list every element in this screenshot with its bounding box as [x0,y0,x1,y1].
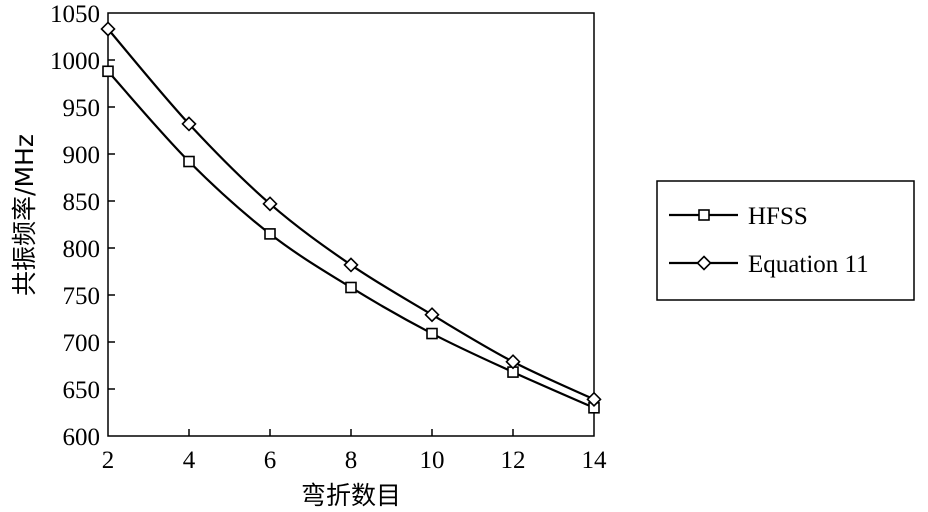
series-line [107,28,595,401]
legend: HFSS Equation 11 [656,180,915,301]
diamond-marker [181,116,197,132]
legend-item: Equation 11 [669,251,869,278]
square-marker [345,281,357,294]
x-tick-label: 12 [501,447,526,474]
y-tick-label: 900 [63,142,101,169]
legend-label: Equation 11 [748,251,869,278]
legend-box [656,180,915,301]
y-tick-label: 1000 [50,48,100,75]
plot-frame [107,12,595,437]
diamond-marker [100,21,116,37]
x-tick-label: 10 [420,447,445,474]
legend-items: HFSS Equation 11 [669,203,869,278]
square-marker [102,65,114,78]
y-tick-label: 750 [63,283,101,310]
legend-label: HFSS [748,203,808,230]
x-tick-label: 4 [183,447,196,474]
x-tick-label: 14 [582,447,608,474]
series-line [107,70,595,409]
y-axis-label: 共振频率/MHz [10,134,39,296]
y-tick-label: 950 [63,95,101,122]
y-tick-label: 800 [63,236,101,263]
square-legend-marker [698,209,710,221]
x-tick-label: 8 [345,447,358,474]
y-axis-ticks: 600 650 700 750 800 850 900 950 1000 1050 [50,1,115,451]
series-layer [100,21,602,414]
x-tick-label: 6 [264,447,277,474]
diamond-legend-marker [696,255,712,271]
diamond-marker [262,196,278,212]
y-tick-label: 850 [63,189,101,216]
diamond-marker [424,307,440,323]
series-equation-11 [100,21,602,407]
x-axis-label: 弯折数目 [301,481,401,510]
square-marker [183,155,195,168]
diamond-marker [586,391,602,407]
y-tick-label: 650 [63,377,101,404]
square-marker [264,228,276,240]
y-tick-label: 1050 [50,1,100,28]
x-tick-label: 2 [102,447,115,474]
legend-item: HFSS [669,203,808,230]
x-axis-ticks: 2 4 6 8 10 12 14 [102,429,607,474]
y-tick-label: 600 [63,424,101,451]
y-tick-label: 700 [63,330,101,357]
diamond-marker [343,257,359,273]
series-hfss [102,65,600,414]
square-marker [426,327,438,340]
diamond-marker [505,354,521,370]
